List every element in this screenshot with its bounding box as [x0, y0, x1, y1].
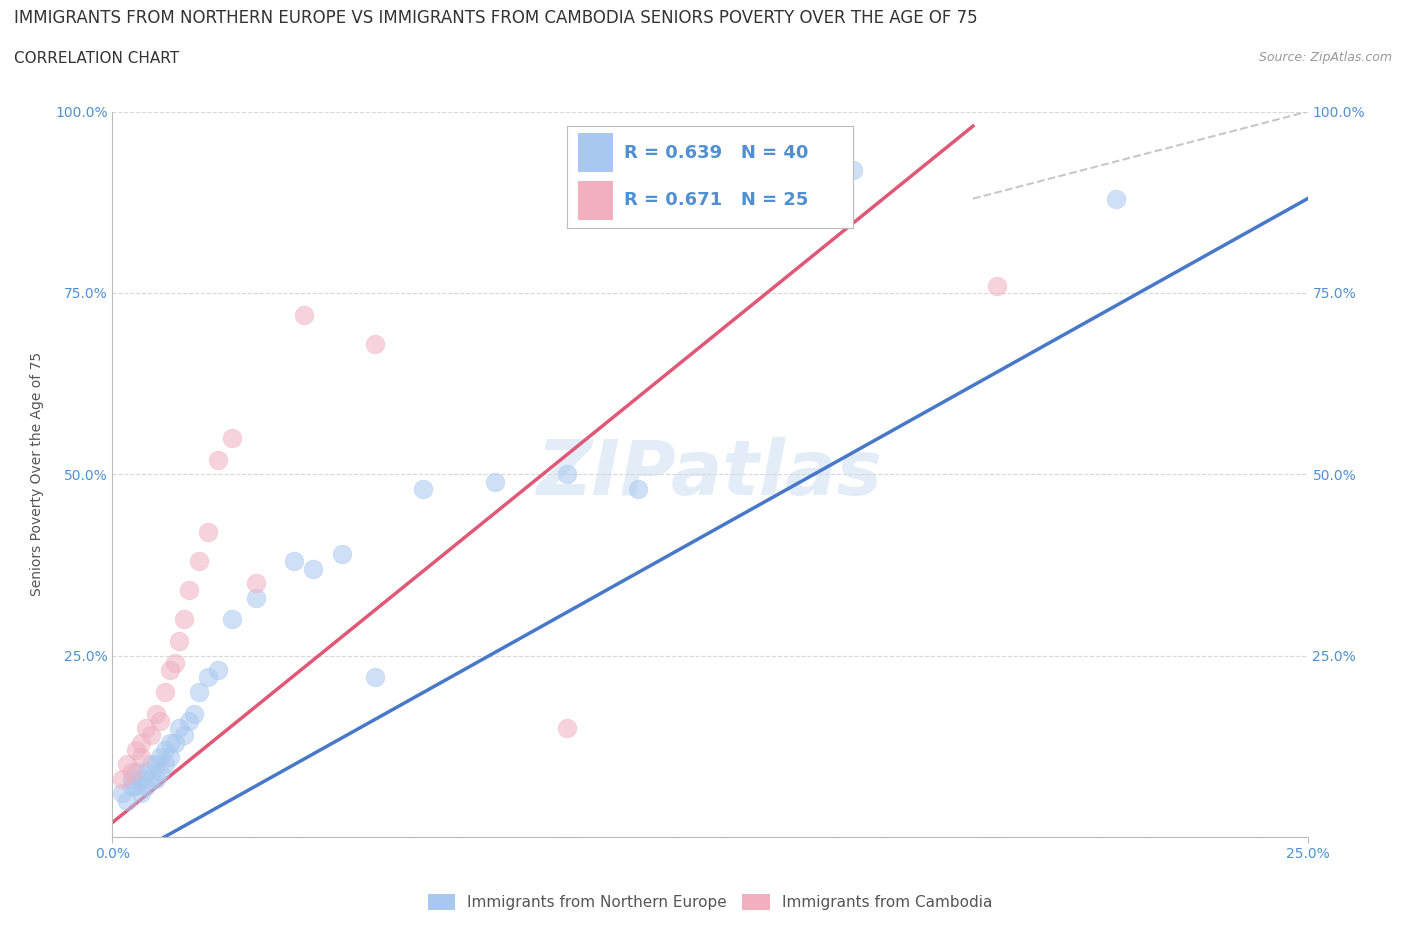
Point — [207, 663, 229, 678]
Y-axis label: Seniors Poverty Over the Age of 75: Seniors Poverty Over the Age of 75 — [30, 352, 44, 596]
Point — [986, 278, 1008, 293]
Point — [169, 721, 191, 736]
Legend: Immigrants from Northern Europe, Immigrants from Cambodia: Immigrants from Northern Europe, Immigra… — [422, 888, 998, 916]
Text: Source: ZipAtlas.com: Source: ZipAtlas.com — [1258, 51, 1392, 64]
Point — [149, 750, 172, 764]
Point — [121, 778, 143, 793]
Point — [149, 764, 172, 779]
Point — [627, 482, 650, 497]
Point — [139, 728, 162, 743]
Point — [149, 713, 172, 728]
Text: IMMIGRANTS FROM NORTHERN EUROPE VS IMMIGRANTS FROM CAMBODIA SENIORS POVERTY OVER: IMMIGRANTS FROM NORTHERN EUROPE VS IMMIG… — [14, 9, 977, 27]
Point — [125, 778, 148, 793]
Point — [283, 554, 305, 569]
Point — [364, 337, 387, 352]
Point — [169, 633, 191, 648]
Point — [153, 742, 176, 757]
Point — [245, 576, 267, 591]
Point — [197, 670, 219, 684]
Point — [412, 482, 434, 497]
Point — [139, 772, 162, 787]
Point — [187, 684, 209, 699]
Point — [115, 757, 138, 772]
Point — [177, 583, 200, 598]
Point — [111, 786, 134, 801]
Point — [153, 684, 176, 699]
Point — [177, 713, 200, 728]
Point — [159, 750, 181, 764]
Point — [125, 742, 148, 757]
Point — [207, 452, 229, 467]
Point — [159, 736, 181, 751]
Text: ZIPatlas: ZIPatlas — [537, 437, 883, 512]
Point — [125, 764, 148, 779]
Point — [187, 554, 209, 569]
Text: CORRELATION CHART: CORRELATION CHART — [14, 51, 179, 66]
Point — [129, 736, 152, 751]
Point — [129, 750, 152, 764]
Point — [145, 706, 167, 721]
Point — [145, 757, 167, 772]
Point — [135, 778, 157, 793]
Point — [163, 736, 186, 751]
Point — [302, 561, 325, 576]
Point — [842, 162, 865, 177]
Point — [145, 772, 167, 787]
Point — [153, 757, 176, 772]
Point — [135, 721, 157, 736]
Point — [135, 764, 157, 779]
Point — [245, 591, 267, 605]
Point — [173, 612, 195, 627]
Point — [159, 663, 181, 678]
Point — [484, 474, 506, 489]
Point — [1105, 192, 1128, 206]
Point — [292, 307, 315, 322]
Point — [364, 670, 387, 684]
Point — [129, 786, 152, 801]
Point — [163, 656, 186, 671]
Point — [330, 547, 353, 562]
Point — [221, 612, 243, 627]
Point — [555, 467, 578, 482]
Point — [121, 764, 143, 779]
Point — [121, 772, 143, 787]
Point — [183, 706, 205, 721]
Point — [173, 728, 195, 743]
Point — [555, 721, 578, 736]
Point — [111, 772, 134, 787]
Point — [129, 772, 152, 787]
Point — [221, 431, 243, 445]
Point — [139, 757, 162, 772]
Point — [115, 793, 138, 808]
Point — [197, 525, 219, 539]
